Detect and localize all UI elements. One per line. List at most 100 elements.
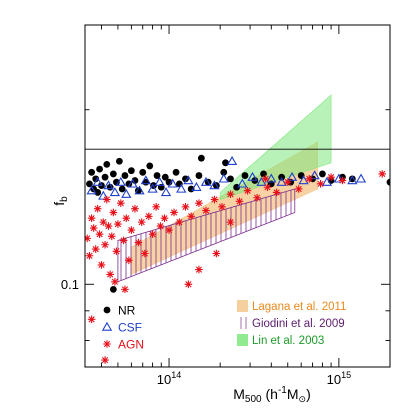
- data-point: [95, 230, 104, 239]
- data-point: [85, 234, 92, 243]
- data-point: [154, 176, 165, 186]
- data-point: [286, 171, 298, 181]
- points-layer: [85, 154, 390, 364]
- data-point: [247, 171, 258, 181]
- data-point: [122, 214, 131, 223]
- data-point: [134, 185, 145, 195]
- data-point: [218, 203, 226, 211]
- data-point: [261, 175, 270, 183]
- data-point: [93, 204, 102, 213]
- data-point: [226, 155, 238, 165]
- data-point: [96, 165, 103, 173]
- data-point: [119, 236, 128, 245]
- data-point: [305, 175, 314, 183]
- data-point: [152, 203, 160, 211]
- data-point: [92, 176, 103, 186]
- data-point: [86, 185, 97, 195]
- data-point: [283, 178, 292, 186]
- data-point: [218, 173, 229, 183]
- data-point: [347, 175, 358, 185]
- legend-label-csf: CSF: [118, 321, 142, 335]
- data-point: [121, 285, 129, 294]
- data-point: [109, 187, 121, 197]
- data-point: [184, 280, 193, 289]
- data-point: [276, 176, 287, 186]
- data-point: [195, 172, 203, 179]
- data-point: [226, 218, 235, 226]
- ticks-layer: 1014 1015 0.1: [61, 25, 391, 387]
- data-point: [378, 170, 387, 178]
- data-point: [101, 356, 109, 364]
- data-point: [106, 270, 114, 279]
- x-axis-label: M500 (h-1M⊙): [233, 385, 311, 405]
- data-point: [103, 180, 114, 190]
- data-point: [140, 175, 151, 185]
- data-point: [253, 193, 261, 202]
- legend-label-ref-1: Giodini et al. 2009: [252, 318, 345, 330]
- data-point: [243, 186, 252, 195]
- data-point: [161, 173, 169, 181]
- data-point: [272, 188, 281, 197]
- data-point: [141, 249, 149, 258]
- data-point: [210, 195, 219, 204]
- data-point: [127, 226, 136, 234]
- data-point: [109, 285, 117, 293]
- data-point: [170, 208, 178, 217]
- data-point: [92, 175, 100, 183]
- data-point: [88, 168, 96, 176]
- data-point: [167, 178, 178, 188]
- data-point: [85, 251, 94, 260]
- data-point: [114, 220, 122, 228]
- data-point: [181, 203, 190, 211]
- legend-label-ref-2: Lin et al. 2003: [252, 335, 324, 347]
- data-point: [319, 170, 326, 178]
- data-point: [112, 247, 121, 256]
- data-point: [222, 159, 229, 167]
- data-point: [145, 212, 153, 221]
- data-point: [115, 157, 123, 165]
- band-1: [117, 188, 296, 283]
- data-point: [104, 222, 113, 230]
- data-point: [107, 232, 116, 241]
- data-point: [89, 224, 98, 232]
- data-point: [321, 176, 333, 186]
- data-point: [146, 162, 154, 170]
- data-point: [327, 173, 335, 181]
- data-point: [131, 177, 139, 184]
- data-point: [87, 315, 96, 324]
- data-point: [139, 168, 147, 176]
- data-point: [109, 208, 118, 217]
- data-point: [87, 214, 96, 223]
- data-point: [125, 256, 133, 265]
- legend-label-nr: NR: [118, 304, 136, 318]
- data-point: [148, 230, 157, 239]
- data-point: [183, 175, 194, 185]
- data-point: [172, 168, 180, 176]
- data-point: [86, 180, 93, 188]
- data-point: [101, 240, 109, 249]
- data-point: [109, 170, 117, 178]
- data-point: [153, 172, 161, 179]
- data-point: [227, 175, 234, 183]
- data-point: [182, 175, 189, 183]
- data-point: [209, 180, 220, 190]
- data-point: [298, 175, 309, 185]
- data-point: [113, 178, 120, 186]
- data-point: [117, 199, 125, 207]
- plot-frame: [84, 24, 391, 368]
- data-point: [115, 176, 126, 186]
- data-point: [212, 249, 221, 258]
- data-point: [102, 195, 111, 204]
- data-point: [131, 204, 139, 213]
- legend-marker-nr: [103, 306, 111, 314]
- legend-label-ref-0: Lagana et al. 2011: [252, 301, 346, 313]
- data-point: [99, 218, 108, 226]
- x-tick-label: 1014: [157, 370, 181, 387]
- data-point: [195, 199, 203, 207]
- data-point: [118, 185, 126, 193]
- data-point: [197, 154, 205, 162]
- data-point: [256, 176, 267, 186]
- data-point: [147, 183, 158, 193]
- band-2: [219, 94, 332, 200]
